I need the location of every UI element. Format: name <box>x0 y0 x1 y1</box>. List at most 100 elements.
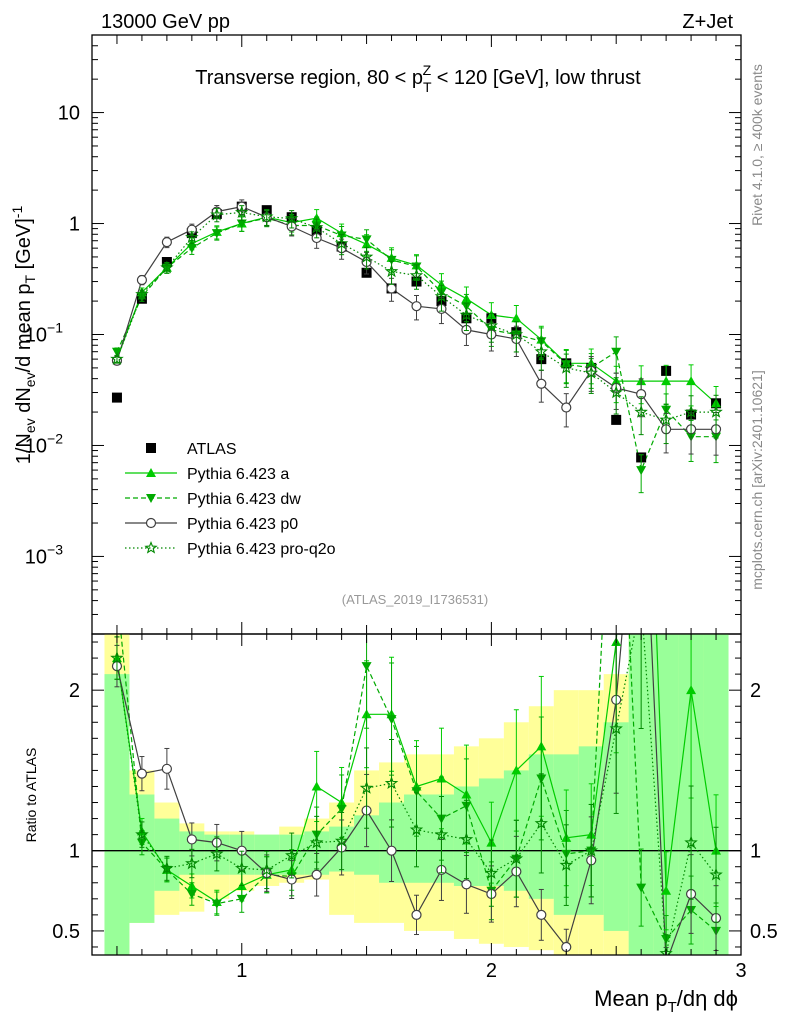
ratio-plot: 1 2 30.5 0.51 12 2 <box>52 590 778 982</box>
data-point-proq2o <box>434 289 449 303</box>
rivet-version-label: Rivet 4.1.0, ≥ 400k events <box>749 64 765 226</box>
main-plot: 10−3 10−2 10−1 1 10 <box>25 34 742 635</box>
ratio-point-dw <box>186 890 197 900</box>
x-tick-label: 2 <box>486 960 497 982</box>
ratio-point-a <box>511 765 522 775</box>
legend-marker-p0 <box>145 517 157 529</box>
ratio-point-proq2o <box>359 781 374 794</box>
ratio-point-proq2o <box>135 827 149 841</box>
data-point-proq2o <box>334 236 349 250</box>
ratio-point-p0 <box>461 879 472 890</box>
ratio-point-p0 <box>536 909 547 920</box>
data-point-dw <box>186 244 197 254</box>
legend-marker-proq2o <box>144 540 158 554</box>
data-point-proq2o <box>659 412 673 426</box>
data-point-proq2o <box>534 344 548 358</box>
data-point-proq2o <box>484 318 499 332</box>
ratio-point-proq2o <box>636 595 647 605</box>
ratio-point-dw <box>236 894 247 904</box>
ratio-point-dw <box>211 899 222 909</box>
y-tick-label: 10−3 <box>25 541 63 568</box>
uncertainty-band-green <box>129 794 155 923</box>
data-point-p0 <box>536 378 547 389</box>
data-point-proq2o <box>609 385 623 399</box>
ratio-point-proq2o <box>185 856 199 870</box>
legend: ATLAS Pythia 6.423 a Pythia 6.423 dw Pythia… <box>125 441 336 558</box>
data-point-p0 <box>161 237 172 248</box>
y-tick-label: 10−2 <box>25 430 63 457</box>
ratio-point-proq2o <box>409 822 424 836</box>
data-point-proq2o <box>409 268 424 282</box>
data-point-p0 <box>136 274 148 286</box>
data-point-p0 <box>411 301 422 312</box>
ratio-point-proq2o <box>459 832 474 846</box>
uncertainty-band-green <box>104 674 130 955</box>
data-point-dw <box>611 347 622 357</box>
data-point-a <box>661 376 672 386</box>
y-tick-label: 0.5 <box>52 921 80 943</box>
y-tick-label: 1 <box>69 214 80 236</box>
ratio-point-proq2o <box>110 651 124 664</box>
y-tick-label-right: 2 <box>750 680 761 702</box>
data-point-dw <box>361 235 372 245</box>
data-point-atlas <box>611 414 622 425</box>
data-point-proq2o <box>110 351 124 365</box>
ratio-point-p0 <box>186 834 197 845</box>
legend-label-proq2o: Pythia 6.423 pro-q2o <box>187 541 336 558</box>
x-tick-label: 3 <box>735 960 746 982</box>
data-point-a <box>511 313 522 323</box>
ratio-point-proq2o <box>160 861 174 875</box>
data-point-proq2o <box>559 360 573 374</box>
ratio-plot-y-axis-label: Ratio to ATLAS <box>23 748 39 843</box>
data-point-proq2o <box>234 205 249 219</box>
ratio-point-dw <box>636 883 647 893</box>
data-point-proq2o <box>285 211 299 225</box>
ratio-point-dw <box>112 590 122 599</box>
mcplots-source-label: mcplots.cern.ch [arXiv:2401.10621] <box>749 370 765 589</box>
ratio-point-proq2o <box>509 851 524 865</box>
data-point-proq2o <box>359 249 374 263</box>
ratio-point-proq2o <box>584 843 599 857</box>
legend-label-atlas: ATLAS <box>187 441 237 458</box>
data-point-proq2o <box>135 287 149 301</box>
data-point-proq2o <box>684 405 698 418</box>
data-point-proq2o <box>185 230 199 244</box>
data-point-proq2o <box>309 220 324 234</box>
header-right-label: Z+Jet <box>682 11 733 33</box>
analysis-id-label: (ATLAS_2019_I1736531) <box>342 592 488 607</box>
y-tick-label: 10−1 <box>25 320 63 347</box>
data-point-dw <box>236 219 247 229</box>
data-point-proq2o <box>384 264 399 278</box>
legend-label-dw: Pythia 6.423 dw <box>187 491 301 508</box>
ratio-point-p0 <box>136 768 148 779</box>
ratio-point-proq2o <box>434 827 449 841</box>
ratio-point-proq2o <box>285 848 299 862</box>
ratio-point-proq2o <box>559 857 574 871</box>
ratio-point-proq2o <box>709 867 723 881</box>
data-point-dw <box>636 466 647 476</box>
main-plot-y-axis-label: 1/Nev dNev/d mean pT [GeV]-1 <box>9 206 38 465</box>
ratio-point-a <box>686 685 697 695</box>
data-point-proq2o <box>260 209 274 223</box>
ratio-point-proq2o <box>684 835 698 849</box>
legend-label-p0: Pythia 6.423 p0 <box>187 516 298 533</box>
y-tick-label: 10 <box>58 103 80 125</box>
legend-marker-dw <box>146 494 156 503</box>
ratio-point-dw <box>361 662 372 672</box>
ratio-point-p0 <box>386 845 397 856</box>
ratio-point-proq2o <box>234 861 249 875</box>
data-point-dw <box>386 255 397 265</box>
data-point-proq2o <box>509 327 524 341</box>
data-point-proq2o <box>160 260 174 274</box>
ratio-point-proq2o <box>309 835 324 849</box>
data-point-proq2o <box>210 207 224 221</box>
ratio-point-p0 <box>311 869 322 880</box>
data-point-proq2o <box>459 307 474 321</box>
ratio-point-proq2o <box>484 865 499 879</box>
ratio-point-p0 <box>662 959 671 968</box>
ratio-point-dw <box>411 787 422 797</box>
y-tick-label: 1 <box>69 841 80 863</box>
ratio-point-proq2o <box>210 846 224 860</box>
x-axis-label: Mean pT/dη dϕ <box>594 986 738 1016</box>
